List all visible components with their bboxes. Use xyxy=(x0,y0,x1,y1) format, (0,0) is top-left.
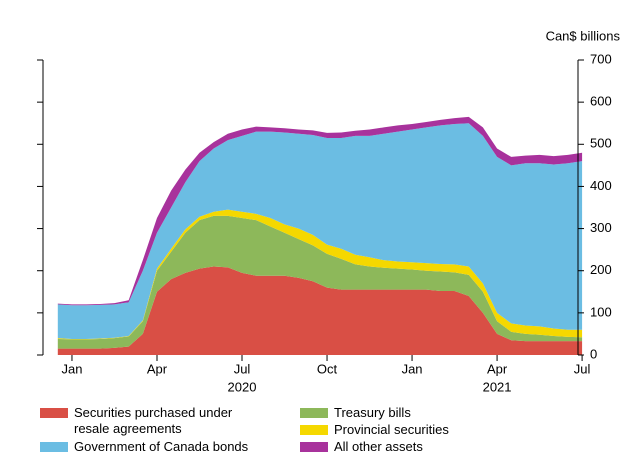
y-tick-label: 200 xyxy=(590,262,612,277)
y-tick-label: 300 xyxy=(590,220,612,235)
x-year-label: 2021 xyxy=(483,379,512,394)
unit-label: Can$ billions xyxy=(546,28,621,43)
y-tick-label: 600 xyxy=(590,94,612,109)
legend-item: Provincial securities xyxy=(300,422,554,438)
legend-item: Treasury bills xyxy=(300,405,554,421)
legend-item: Securities purchased under resale agreem… xyxy=(40,405,244,437)
x-tick-label: Oct xyxy=(317,361,338,376)
x-year-label: 2020 xyxy=(228,379,257,394)
legend-label: Provincial securities xyxy=(334,422,449,437)
area xyxy=(57,215,583,349)
y-tick-label: 500 xyxy=(590,136,612,151)
y-tick-label: 400 xyxy=(590,178,612,193)
legend-item: All other assets xyxy=(300,439,554,455)
y-tick-label: 100 xyxy=(590,304,612,319)
area xyxy=(57,209,583,340)
x-tick-label: Apr xyxy=(147,361,168,376)
legend-swatch xyxy=(300,425,328,435)
legend-swatch xyxy=(300,442,328,452)
legend-label: Treasury bills xyxy=(334,405,411,420)
area xyxy=(57,116,583,306)
y-tick-label: 700 xyxy=(590,51,612,66)
legend-label: All other assets xyxy=(334,439,423,454)
x-tick-label: Jan xyxy=(61,361,82,376)
areas xyxy=(57,116,583,355)
legend-swatch xyxy=(40,408,68,418)
legend-item: Government of Canada bonds xyxy=(40,439,294,455)
y-tick-label: 0 xyxy=(590,346,597,361)
chart: Can$ billions 0 100 200 300 400 500 600 700 Jan A… xyxy=(37,28,621,394)
x-tick-label: Jan xyxy=(402,361,423,376)
x-tick-label: Apr xyxy=(487,361,508,376)
area xyxy=(57,123,583,339)
legend-swatch xyxy=(40,442,68,452)
legend-label: Securities purchased under resale agreem… xyxy=(74,405,233,436)
legend-label: Government of Canada bonds xyxy=(74,439,249,454)
x-tick-label: Jul xyxy=(234,361,251,376)
legend-swatch xyxy=(300,408,328,418)
area xyxy=(57,266,583,355)
x-tick-label: Jul xyxy=(574,361,591,376)
